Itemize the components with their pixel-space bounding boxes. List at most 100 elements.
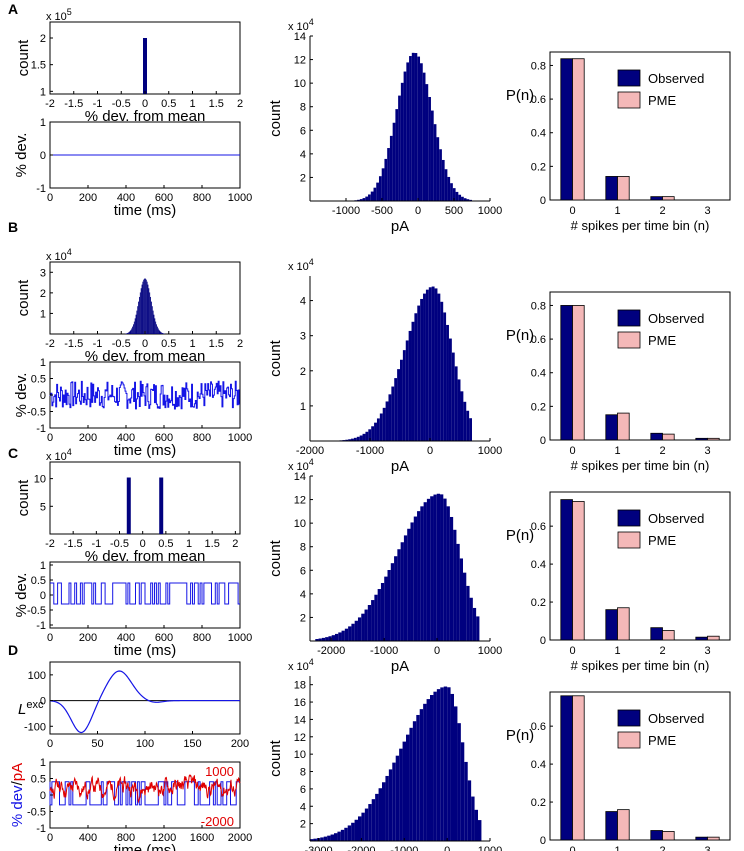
hist-bar xyxy=(359,199,363,201)
dev-hist-x-tick: 1 xyxy=(189,98,195,110)
current-hist-y-tick: 10 xyxy=(294,749,306,761)
hist-bar xyxy=(428,96,431,201)
current-hist-y-tick: 1 xyxy=(300,401,306,413)
hist-bar xyxy=(354,620,358,641)
observed-bar xyxy=(650,196,663,201)
current-hist-x-tick: -1000 xyxy=(332,205,360,217)
hist-bar xyxy=(353,437,357,441)
dev-hist-x-tick: -2 xyxy=(45,538,55,550)
spike-x-tick-label: 0 xyxy=(569,645,575,657)
spike-y-tick: 0.4 xyxy=(531,559,546,571)
spike-x-tick-label: 1 xyxy=(614,645,620,657)
hist-bar xyxy=(417,305,421,441)
hist-bar xyxy=(466,199,470,201)
hist-bar xyxy=(144,278,145,334)
hist-bar xyxy=(385,775,389,841)
hist-bar xyxy=(129,331,131,334)
observed-bar xyxy=(695,437,708,441)
pme-bar xyxy=(572,695,585,841)
hist-bar xyxy=(400,359,403,441)
dev-hist-y-tick: 5 xyxy=(40,501,46,513)
current-hist-ylabel: count xyxy=(267,739,284,777)
spike-legend: Observed PME xyxy=(617,709,704,749)
dev-hist-y-tick: 2 xyxy=(40,33,46,45)
dev-trace-x-tick: 400 xyxy=(117,192,135,204)
hist-bar xyxy=(150,301,152,334)
pme-bar xyxy=(662,630,675,641)
hist-bar xyxy=(381,168,385,201)
hist-bar xyxy=(334,833,338,841)
dev-trace-y-tick: 1 xyxy=(40,117,46,129)
spike-x-tick-label: 2 xyxy=(659,205,665,217)
current-hist-y-tick: 12 xyxy=(294,732,306,744)
hist-bar xyxy=(443,498,447,641)
dev-trace-y-tick: 0.5 xyxy=(31,575,46,587)
dev-hist-x-tick: 0.5 xyxy=(161,98,176,110)
panel-label-d: D xyxy=(8,642,18,658)
current-hist-bars xyxy=(333,286,472,441)
spike-frame xyxy=(549,51,731,201)
current-hist-y-tick: 2 xyxy=(300,612,306,624)
hist-bar xyxy=(449,516,454,641)
hist-bar xyxy=(436,137,440,201)
current-hist-x-tick: 0 xyxy=(427,445,433,457)
current-hist-x-tick: -1000 xyxy=(390,845,418,851)
legend-observed-swatch xyxy=(617,69,641,87)
dev-trace-x-tick: 800 xyxy=(193,432,211,444)
current-hist-y-tick: 12 xyxy=(294,55,306,67)
hist-bar xyxy=(313,838,317,841)
hist-bar xyxy=(430,110,434,201)
hist-bar xyxy=(399,748,403,841)
dev-hist-x-tick: 1 xyxy=(189,338,195,350)
dev-hist-x-tick: -1 xyxy=(93,98,103,110)
hist-bar xyxy=(374,422,377,441)
hist-bar xyxy=(146,281,148,334)
hist-bar xyxy=(416,714,420,841)
axis-exponent-power: 4 xyxy=(309,657,314,667)
hist-bar xyxy=(469,199,472,201)
hist-bar xyxy=(368,804,372,841)
hist-bar xyxy=(135,314,137,334)
kernel-ylabel: Lexc xyxy=(18,699,44,718)
dev-hist-x-tick: -2 xyxy=(45,98,55,110)
current-hist-y-tick: 4 xyxy=(300,589,306,601)
dev-hist-x-tick: -1.5 xyxy=(64,538,83,550)
hist-bar xyxy=(466,410,470,441)
current-hist-y-tick: 14 xyxy=(294,31,306,43)
dev-hist-ylabel: count xyxy=(15,479,32,517)
dev-hist-bar xyxy=(143,38,147,94)
hist-bar xyxy=(344,827,348,841)
current-hist-x-tick: 0 xyxy=(415,205,421,217)
hist-bar xyxy=(397,369,400,441)
spike-xlabel: # spikes per time bin (n) xyxy=(571,218,710,233)
hist-bar xyxy=(474,809,478,841)
hist-bar xyxy=(127,332,129,334)
axis-exponent-power: 4 xyxy=(309,257,314,267)
hist-bar xyxy=(378,788,382,841)
observed-bar xyxy=(560,499,573,641)
hist-bar xyxy=(454,366,458,441)
hist-bar xyxy=(320,837,324,841)
axis-exponent: x 104 xyxy=(288,457,314,473)
hist-bar xyxy=(338,632,342,641)
hist-bar xyxy=(436,493,441,641)
hist-bar xyxy=(450,693,454,841)
hist-bar xyxy=(395,755,400,841)
dual-trace-xlabel: time (ms) xyxy=(114,842,177,851)
hist-bar xyxy=(412,721,417,841)
dev-hist-bar xyxy=(159,477,164,534)
hist-bar xyxy=(376,182,379,201)
hist-bar xyxy=(376,418,380,441)
dev-hist-x-tick: 0.5 xyxy=(161,338,176,350)
hist-bar xyxy=(454,706,458,841)
spike-y-tick: 0 xyxy=(540,635,546,647)
hist-bar xyxy=(152,310,154,334)
axis-exponent-power: 4 xyxy=(67,247,72,257)
kernel-y-tick: -100 xyxy=(24,721,46,733)
current-hist-y-tick: 14 xyxy=(294,714,306,726)
dev-hist-bar xyxy=(126,477,131,534)
dual-trace-ylabel-right: pA xyxy=(9,763,26,781)
hist-bar xyxy=(443,312,447,441)
dev-trace-y-tick: 1 xyxy=(40,560,46,572)
axis-exponent: x 104 xyxy=(288,17,314,33)
